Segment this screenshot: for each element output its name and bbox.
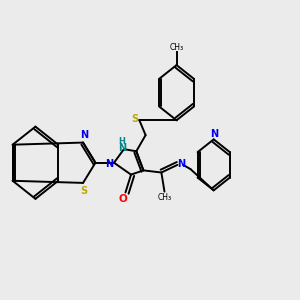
Text: S: S — [80, 185, 88, 196]
Text: H: H — [118, 137, 125, 146]
Text: N: N — [118, 143, 127, 153]
Text: N: N — [106, 159, 114, 169]
Text: N: N — [177, 159, 186, 169]
Text: N: N — [80, 130, 88, 140]
Text: CH₃: CH₃ — [158, 193, 172, 202]
Text: N: N — [210, 129, 218, 139]
Text: O: O — [118, 194, 127, 204]
Text: CH₃: CH₃ — [170, 43, 184, 52]
Text: S: S — [131, 114, 139, 124]
